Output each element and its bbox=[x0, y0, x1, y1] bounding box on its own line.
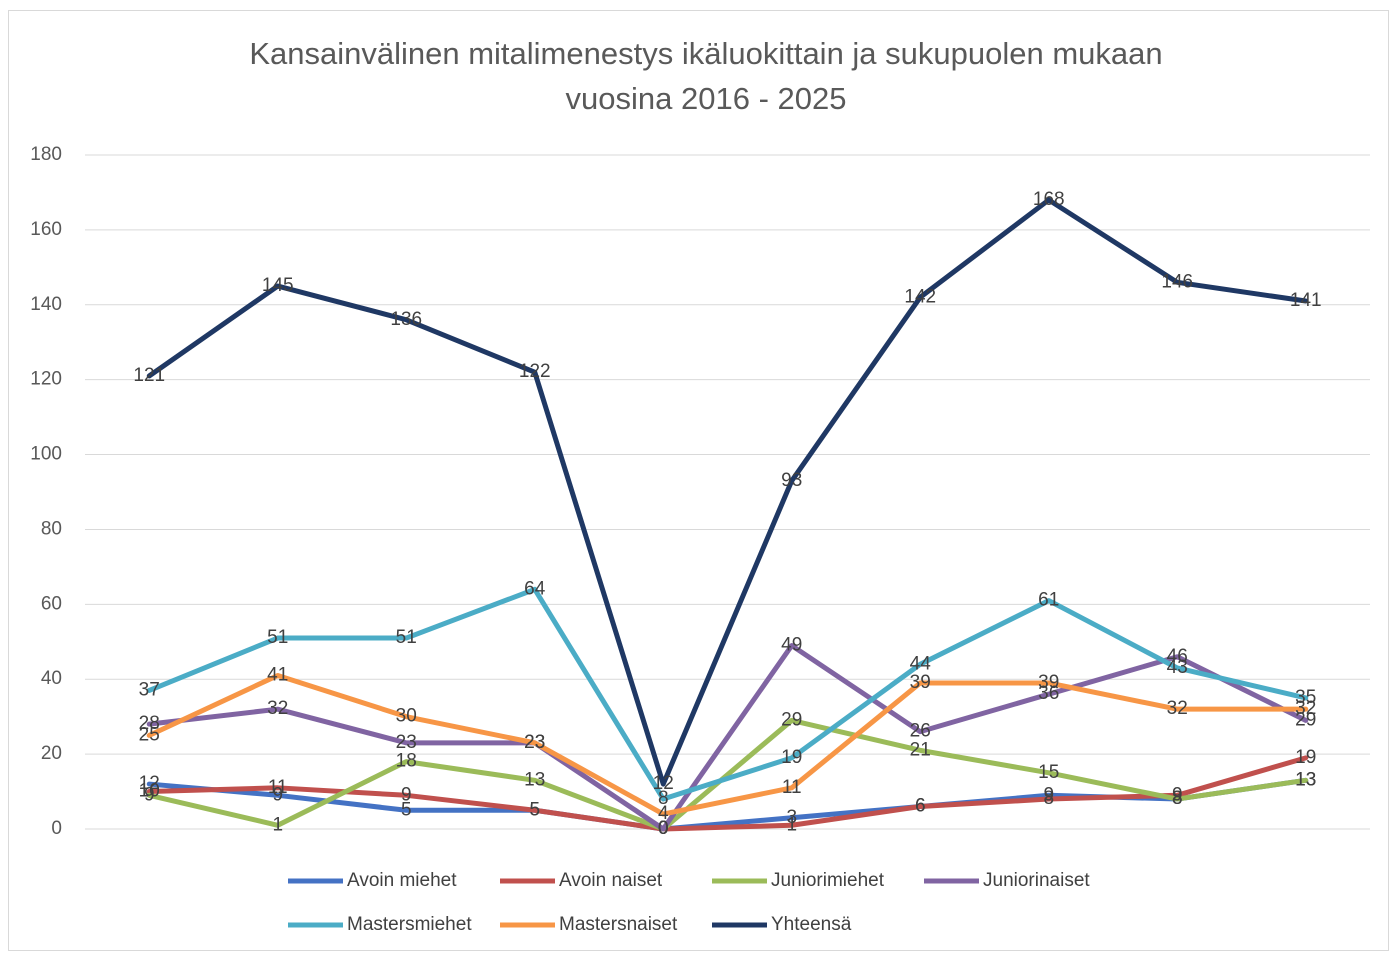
data-label: 0 bbox=[658, 818, 669, 839]
data-label: 0 bbox=[658, 818, 669, 839]
data-label: 44 bbox=[910, 653, 932, 674]
data-label: 29 bbox=[781, 709, 802, 730]
data-label: 51 bbox=[267, 627, 288, 648]
data-label: 61 bbox=[1038, 590, 1059, 611]
data-label: 39 bbox=[910, 672, 931, 693]
data-label: 5 bbox=[529, 799, 540, 820]
data-label: 36 bbox=[1038, 683, 1059, 704]
data-label: 121 bbox=[133, 365, 165, 386]
data-label: 13 bbox=[524, 769, 545, 790]
legend-label: Juniorimiehet bbox=[771, 870, 885, 891]
data-label: 145 bbox=[262, 275, 294, 296]
data-label: 8 bbox=[1043, 788, 1054, 809]
data-label: 32 bbox=[1295, 698, 1316, 719]
chart-title: vuosina 2016 - 2025 bbox=[566, 81, 847, 116]
y-tick-label: 40 bbox=[41, 668, 62, 689]
data-label: 23 bbox=[524, 732, 545, 753]
series-line bbox=[146, 717, 1309, 832]
y-tick-label: 160 bbox=[30, 219, 62, 240]
data-label: 11 bbox=[782, 777, 802, 798]
data-label: 3 bbox=[786, 807, 797, 828]
data-label: 9 bbox=[1043, 784, 1054, 805]
data-label: 28 bbox=[139, 713, 160, 734]
data-label: 37 bbox=[139, 679, 160, 700]
data-label: 23 bbox=[396, 732, 417, 753]
y-tick-label: 120 bbox=[30, 369, 62, 390]
data-label: 25 bbox=[139, 724, 160, 745]
data-label: 168 bbox=[1033, 189, 1065, 210]
y-tick-label: 60 bbox=[41, 593, 62, 614]
data-label: 15 bbox=[1038, 762, 1059, 783]
legend-label: Yhteensä bbox=[771, 914, 852, 935]
y-tick-label: 0 bbox=[51, 818, 62, 839]
data-label: 8 bbox=[1172, 788, 1183, 809]
data-label: 9 bbox=[401, 784, 412, 805]
series-line bbox=[146, 672, 1309, 817]
data-label: 21 bbox=[910, 739, 931, 760]
data-label: 146 bbox=[1161, 271, 1193, 292]
data-label: 43 bbox=[1167, 657, 1188, 678]
data-label: 93 bbox=[781, 470, 802, 491]
data-label: 32 bbox=[1167, 698, 1188, 719]
data-label: 136 bbox=[390, 309, 422, 330]
data-label: 5 bbox=[529, 799, 540, 820]
data-label: 9 bbox=[1172, 784, 1183, 805]
chart-title: Kansainvälinen mitalimenestys ikäluokitt… bbox=[249, 36, 1162, 71]
y-tick-label: 180 bbox=[30, 144, 62, 165]
data-label: 64 bbox=[524, 578, 546, 599]
data-label: 12 bbox=[139, 773, 160, 794]
data-label: 141 bbox=[1290, 290, 1322, 311]
data-label: 10 bbox=[139, 781, 160, 802]
data-label: 35 bbox=[1295, 687, 1316, 708]
legend-label: Mastersmiehet bbox=[347, 914, 472, 935]
data-label: 26 bbox=[910, 721, 931, 742]
data-label: 13 bbox=[1295, 769, 1316, 790]
series-line bbox=[146, 197, 1309, 787]
data-label: 12 bbox=[653, 773, 674, 794]
data-label: 6 bbox=[915, 796, 926, 817]
data-label: 29 bbox=[1295, 709, 1316, 730]
legend-label: Juniorinaiset bbox=[983, 870, 1090, 891]
legend-label: Mastersnaiset bbox=[559, 914, 678, 935]
series-line bbox=[146, 643, 1309, 832]
data-label: 4 bbox=[658, 803, 669, 824]
series-line bbox=[146, 586, 1309, 802]
data-label: 23 bbox=[524, 732, 545, 753]
data-label: 9 bbox=[272, 784, 283, 805]
data-label: 5 bbox=[401, 799, 412, 820]
data-label: 13 bbox=[1295, 769, 1316, 790]
data-label: 46 bbox=[1167, 646, 1188, 667]
y-tick-label: 140 bbox=[30, 294, 62, 315]
data-label: 41 bbox=[267, 664, 288, 685]
data-label: 8 bbox=[658, 788, 669, 809]
data-label: 18 bbox=[396, 751, 417, 772]
legend-label: Avoin miehet bbox=[347, 870, 457, 891]
legend-label: Avoin naiset bbox=[559, 870, 663, 891]
data-label: 0 bbox=[658, 818, 669, 839]
data-label: 19 bbox=[1295, 747, 1316, 768]
data-label: 1 bbox=[272, 814, 283, 835]
data-label: 122 bbox=[519, 361, 551, 382]
data-label: 19 bbox=[781, 747, 802, 768]
data-label: 49 bbox=[781, 635, 802, 656]
data-label: 0 bbox=[658, 818, 669, 839]
data-label: 39 bbox=[1038, 672, 1059, 693]
data-label: 30 bbox=[396, 706, 417, 727]
data-label: 32 bbox=[267, 698, 288, 719]
data-label: 6 bbox=[915, 796, 926, 817]
y-tick-label: 80 bbox=[41, 518, 62, 539]
data-label: 11 bbox=[268, 777, 288, 798]
y-tick-label: 20 bbox=[41, 743, 62, 764]
data-label: 1 bbox=[786, 814, 797, 835]
data-label: 51 bbox=[396, 627, 417, 648]
data-label: 142 bbox=[904, 286, 936, 307]
data-label: 9 bbox=[144, 784, 155, 805]
data-label: 8 bbox=[1172, 788, 1183, 809]
y-tick-label: 100 bbox=[30, 444, 62, 465]
